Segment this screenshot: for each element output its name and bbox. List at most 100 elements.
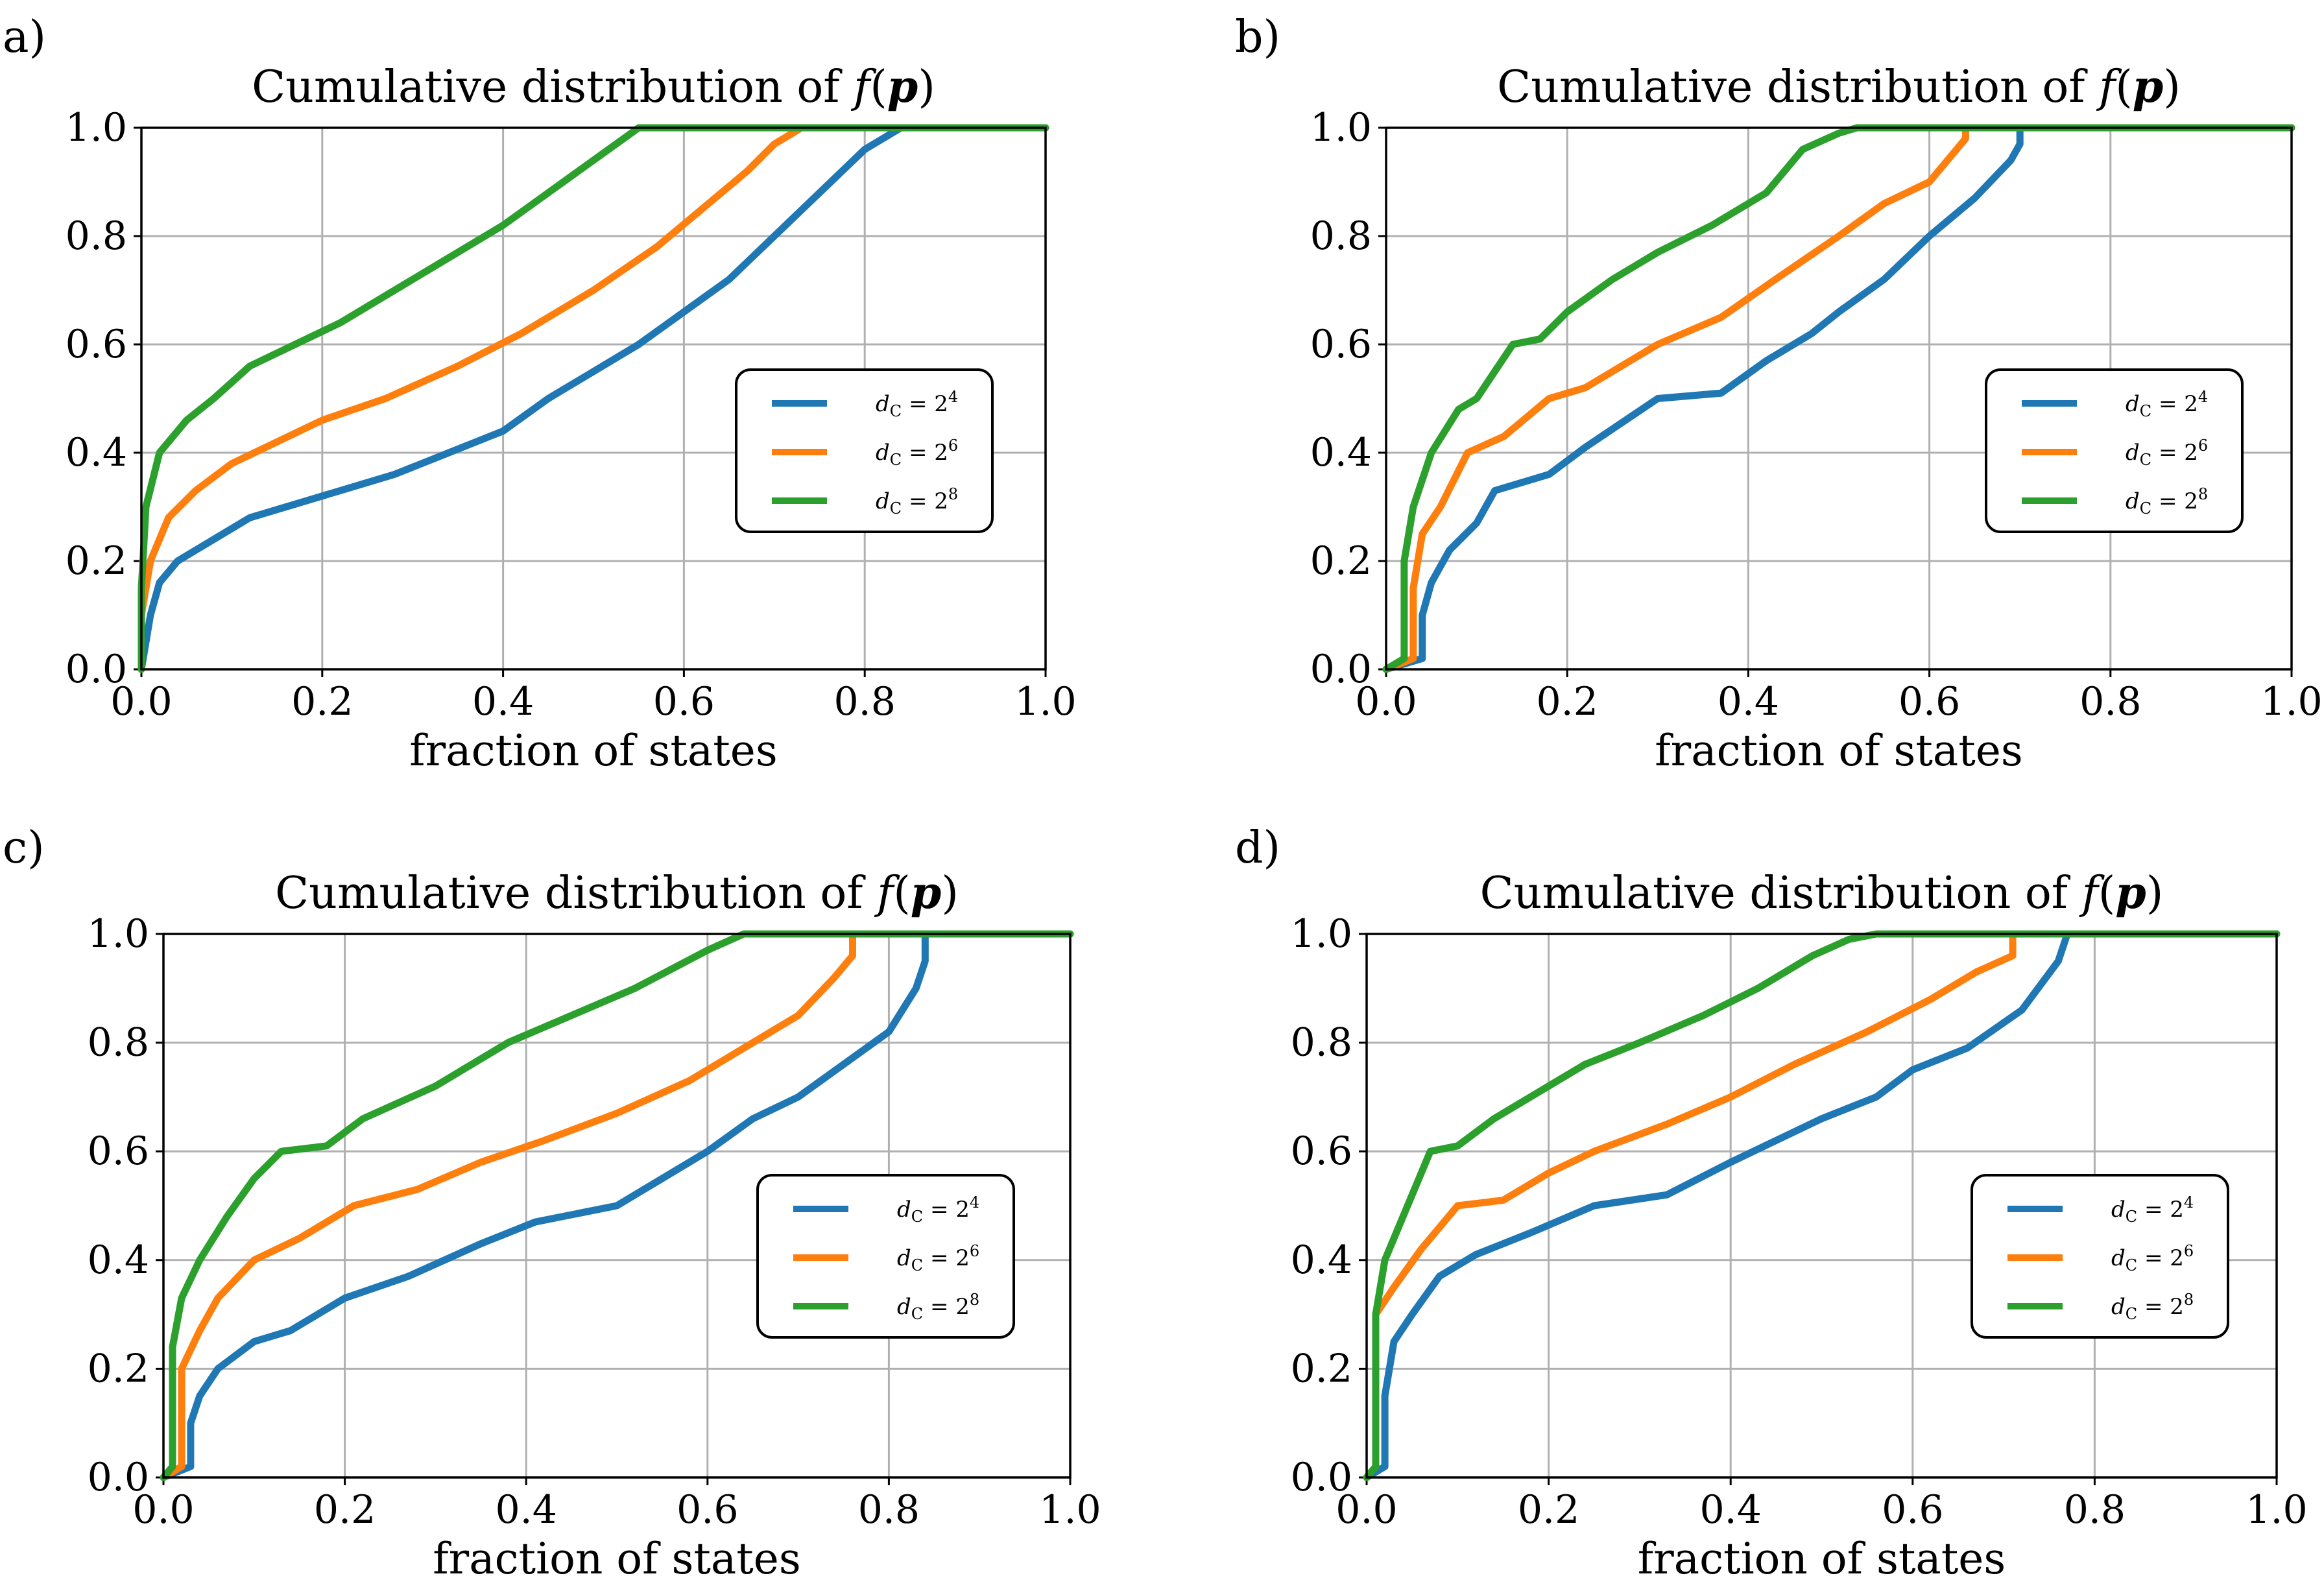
- chart-panel-b: b) Cumulative distribution of f(p) 0.0 0.2 0…: [1235, 12, 2323, 776]
- y-tick-label: 0.8: [66, 213, 127, 259]
- x-tick-label: 0.4: [1718, 679, 1779, 724]
- x-tick-label: 0.4: [1699, 1487, 1761, 1533]
- x-tick-label: 0.8: [858, 1487, 920, 1533]
- x-tick-label: 0.6: [653, 679, 715, 724]
- y-tick-label: 0.4: [1310, 430, 1372, 475]
- y-tick-label: 0.2: [1291, 1346, 1352, 1391]
- legend-entry-label: dC = 28: [2126, 485, 2208, 518]
- legend-box: [756, 1174, 1015, 1339]
- y-tick-label: 0.4: [66, 430, 127, 475]
- x-axis-label: fraction of states: [1638, 1534, 2006, 1584]
- y-tick-label: 1.0: [1291, 911, 1352, 957]
- x-tick-label: 0.4: [472, 679, 534, 724]
- y-tick-label: 0.2: [66, 538, 127, 584]
- x-tick-label: 1.0: [1039, 1487, 1101, 1533]
- x-axis-label: fraction of states: [409, 726, 777, 776]
- chart-panel-a: a) Cumulative distribution of f(p) 0.0 0.2 0…: [3, 12, 1077, 776]
- y-tick-label: 0.6: [1310, 322, 1372, 367]
- legend-box: [1971, 1174, 2229, 1339]
- x-tick-label: 0.0: [132, 1487, 194, 1533]
- series-line-dc-2-6: [1363, 930, 2281, 1481]
- legend-entry-label: dC = 26: [2111, 1242, 2194, 1274]
- y-tick-label: 0.6: [1291, 1129, 1352, 1174]
- chart-panel-d: d) Cumulative distribution of f(p) 0.0 0.2 0…: [1235, 822, 2308, 1584]
- y-tick-label: 0.0: [66, 647, 127, 692]
- y-tick-label: 1.0: [1310, 105, 1372, 150]
- series-line-dc-2-6: [160, 930, 1074, 1481]
- plot-frame: [162, 933, 1072, 1479]
- x-tick-label: 0.2: [1518, 1487, 1579, 1533]
- x-tick-label: 0.2: [291, 679, 353, 724]
- x-tick-label: 0.2: [314, 1487, 376, 1533]
- panel-label: c): [3, 822, 45, 874]
- chart-title: Cumulative distribution of f(p): [275, 867, 959, 919]
- legend-box: [735, 368, 994, 533]
- x-tick-label: 0.8: [833, 679, 895, 724]
- legend-entry-label: dC = 28: [2111, 1291, 2194, 1323]
- legend-box: [1985, 368, 2244, 533]
- panel-label: d): [1235, 822, 1280, 874]
- x-axis-label: fraction of states: [433, 1534, 800, 1584]
- y-tick-label: 1.0: [66, 105, 127, 150]
- chart-panel-c: c) Cumulative distribution of f(p) 0.0 0.2 0…: [3, 822, 1101, 1584]
- plot-frame: [1365, 933, 2278, 1479]
- legend: dC = 24 dC = 26 dC = 28: [756, 1174, 1015, 1339]
- y-tick-label: 0.6: [66, 322, 127, 367]
- x-tick-label: 1.0: [2246, 1487, 2307, 1533]
- x-tick-label: 0.2: [1536, 679, 1598, 724]
- legend-entry-label: dC = 24: [897, 1193, 979, 1226]
- series-line-dc-2-8: [1363, 930, 2281, 1481]
- y-tick-label: 0.0: [1310, 647, 1372, 692]
- legend: dC = 24 dC = 26 dC = 28: [1985, 368, 2244, 533]
- series-line-dc-2-4: [1382, 124, 2295, 673]
- legend-entry-label: dC = 24: [2126, 388, 2208, 420]
- panel-label: b): [1235, 12, 1280, 63]
- x-tick-label: 0.6: [677, 1487, 738, 1533]
- plot-frame: [1385, 126, 2293, 671]
- y-tick-label: 0.0: [1291, 1455, 1352, 1500]
- series-line-dc-2-8: [160, 930, 1074, 1481]
- x-tick-label: 0.4: [495, 1487, 557, 1533]
- legend-entry-label: dC = 24: [876, 388, 958, 420]
- series-line-dc-2-8: [1382, 124, 2295, 673]
- legend: dC = 24 dC = 26 dC = 28: [735, 368, 994, 533]
- x-axis-label: fraction of states: [1655, 726, 2022, 776]
- series-line-dc-2-6: [138, 124, 1049, 673]
- y-tick-label: 0.2: [1310, 538, 1372, 584]
- series-line-dc-2-4: [138, 124, 1049, 673]
- y-tick-label: 0.0: [88, 1455, 149, 1500]
- legend-entry-label: dC = 26: [2126, 436, 2208, 469]
- series-line-dc-2-6: [1382, 124, 2295, 673]
- x-tick-label: 0.8: [2064, 1487, 2126, 1533]
- chart-title: Cumulative distribution of f(p): [1497, 61, 2181, 113]
- y-tick-label: 0.8: [1291, 1020, 1352, 1066]
- series-line-dc-2-8: [138, 124, 1049, 673]
- legend-entry-label: dC = 26: [897, 1242, 979, 1274]
- x-tick-label: 1.0: [1014, 679, 1076, 724]
- x-tick-label: 0.0: [1355, 679, 1417, 724]
- panel-label: a): [3, 12, 46, 63]
- x-tick-label: 0.8: [2079, 679, 2141, 724]
- x-tick-label: 0.0: [110, 679, 172, 724]
- legend: dC = 24 dC = 26 dC = 28: [1971, 1174, 2229, 1339]
- y-tick-label: 0.6: [88, 1129, 149, 1174]
- series-line-dc-2-4: [160, 930, 1074, 1481]
- x-tick-label: 1.0: [2260, 679, 2322, 724]
- legend-entry-label: dC = 28: [876, 485, 958, 518]
- y-tick-label: 1.0: [88, 911, 149, 957]
- plot-frame: [140, 126, 1047, 671]
- legend-entry-label: dC = 26: [876, 436, 958, 469]
- x-tick-label: 0.6: [1882, 1487, 1943, 1533]
- y-tick-label: 0.8: [88, 1020, 149, 1066]
- y-tick-label: 0.2: [88, 1346, 149, 1391]
- x-tick-label: 0.6: [1899, 679, 1960, 724]
- y-tick-label: 0.4: [88, 1237, 149, 1283]
- chart-title: Cumulative distribution of f(p): [1480, 867, 2164, 919]
- x-tick-label: 0.0: [1336, 1487, 1397, 1533]
- y-tick-label: 0.4: [1291, 1237, 1352, 1283]
- series-line-dc-2-4: [1363, 930, 2281, 1481]
- y-tick-label: 0.8: [1310, 213, 1372, 259]
- legend-entry-label: dC = 24: [2111, 1193, 2194, 1226]
- legend-entry-label: dC = 28: [897, 1291, 979, 1323]
